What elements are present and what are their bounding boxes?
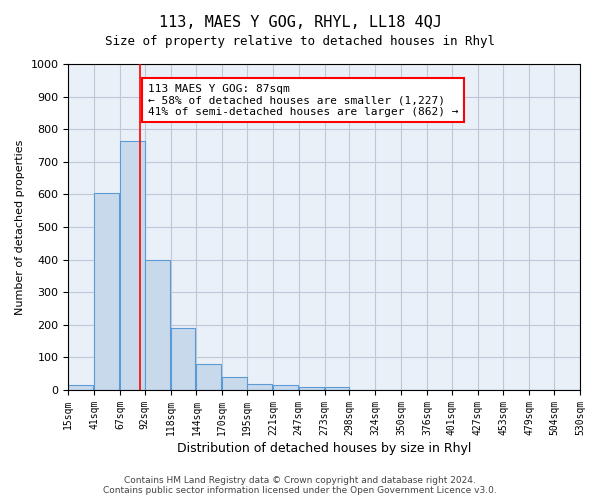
Text: Contains HM Land Registry data © Crown copyright and database right 2024.
Contai: Contains HM Land Registry data © Crown c…: [103, 476, 497, 495]
Bar: [120, 140, 145, 390]
Bar: [196, 364, 221, 390]
Bar: [273, 385, 298, 390]
Bar: [170, 328, 196, 390]
Text: 113, MAES Y GOG, RHYL, LL18 4QJ: 113, MAES Y GOG, RHYL, LL18 4QJ: [158, 15, 442, 30]
Y-axis label: Number of detached properties: Number of detached properties: [15, 140, 25, 314]
Text: Size of property relative to detached houses in Rhyl: Size of property relative to detached ho…: [105, 35, 495, 48]
Bar: [299, 387, 323, 390]
Bar: [145, 260, 170, 390]
Bar: [222, 377, 247, 390]
X-axis label: Distribution of detached houses by size in Rhyl: Distribution of detached houses by size …: [177, 442, 472, 455]
Bar: [68, 385, 93, 390]
Bar: [247, 384, 272, 390]
Bar: [94, 193, 119, 390]
Bar: [325, 387, 349, 390]
Text: 113 MAES Y GOG: 87sqm
← 58% of detached houses are smaller (1,227)
41% of semi-d: 113 MAES Y GOG: 87sqm ← 58% of detached …: [148, 84, 458, 117]
